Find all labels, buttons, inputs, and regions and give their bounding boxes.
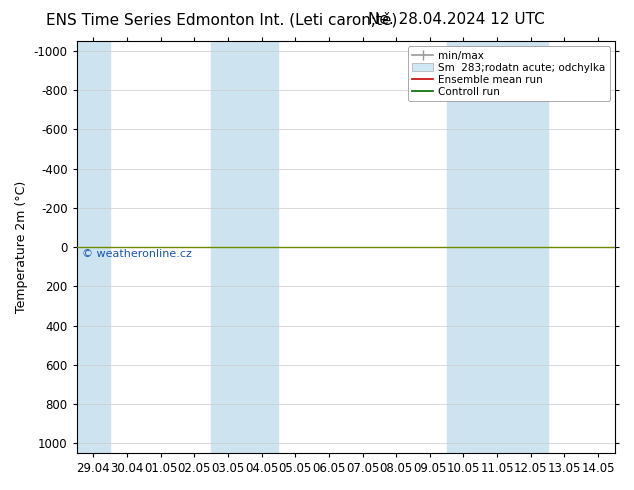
Legend: min/max, Sm  283;rodatn acute; odchylka, Ensemble mean run, Controll run: min/max, Sm 283;rodatn acute; odchylka, … [408,47,610,101]
Text: © weatheronline.cz: © weatheronline.cz [82,249,192,259]
Bar [77,41,110,453]
Text: ENS Time Series Edmonton Int. (Leti caron;tě): ENS Time Series Edmonton Int. (Leti caro… [46,12,398,28]
Text: Ne. 28.04.2024 12 UTC: Ne. 28.04.2024 12 UTC [368,12,545,27]
Bar [211,41,278,453]
Y-axis label: Temperature 2m (°C): Temperature 2m (°C) [15,181,28,313]
Bar [446,41,548,453]
